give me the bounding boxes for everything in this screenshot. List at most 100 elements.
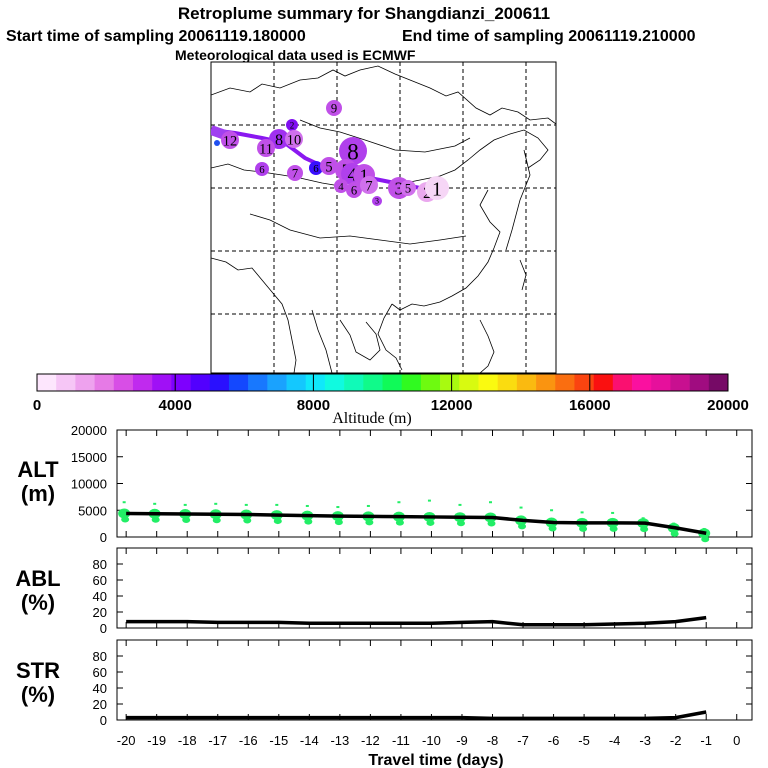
y-axis-label: ALT xyxy=(17,457,59,482)
particle-top xyxy=(305,504,309,507)
colorbar-cell xyxy=(228,374,249,391)
particle-top xyxy=(366,504,370,507)
map-cluster-marker xyxy=(221,131,239,149)
particle-cluster xyxy=(609,525,618,532)
figure-title: Retroplume summary for Shangdianzi_20061… xyxy=(178,4,550,23)
x-tick-label: -19 xyxy=(147,733,166,748)
colorbar-tick-label: 20000 xyxy=(707,397,749,414)
x-tick-label: -15 xyxy=(269,733,288,748)
y-axis-unit: (m) xyxy=(21,481,55,506)
colorbar-cell xyxy=(132,374,153,391)
y-tick-label: 80 xyxy=(93,649,107,664)
colorbar-tick-label: 12000 xyxy=(431,397,473,414)
time-series-panels: 05000100001500020000ALT(m)020406080ABL(%… xyxy=(15,423,753,768)
particle-cluster xyxy=(182,516,191,523)
y-tick-label: 80 xyxy=(93,557,107,572)
particle-cluster xyxy=(701,536,710,543)
map-cluster-label: 12 xyxy=(223,133,237,149)
colorbar-cell xyxy=(708,374,729,391)
series-line-abl xyxy=(126,615,707,627)
particle-cluster xyxy=(243,517,252,524)
particle-cluster xyxy=(334,519,343,526)
x-tick-label: -5 xyxy=(578,733,590,748)
series-line-alt xyxy=(126,511,707,535)
colorbar-cell xyxy=(497,374,518,391)
colorbar-cell xyxy=(401,374,422,391)
panel-frame xyxy=(116,639,753,721)
map-cluster-label: 2 xyxy=(290,120,295,130)
panel-frame xyxy=(116,429,753,538)
particle-top xyxy=(519,506,523,509)
particle-top xyxy=(397,501,401,504)
map-content: 9212811108676554146735213 xyxy=(211,62,556,373)
y-axis-label: ABL xyxy=(15,566,60,591)
particle-cluster xyxy=(121,516,130,523)
colorbar-cell xyxy=(612,374,633,391)
colorbar-cell xyxy=(363,374,383,391)
colorbar-tick-label: 0 xyxy=(33,397,41,414)
particle-cluster xyxy=(304,518,313,525)
map-cluster-marker xyxy=(257,139,275,157)
x-tick-label: -4 xyxy=(609,733,621,748)
colorbar-cell xyxy=(632,374,652,391)
y-tick-label: 60 xyxy=(93,665,107,680)
trajectory-map: 9212811108676554146735213 xyxy=(210,61,557,374)
particle-cluster xyxy=(487,520,496,527)
colorbar-cell xyxy=(651,374,671,391)
particle-top xyxy=(427,499,431,502)
particle-top xyxy=(458,503,462,506)
map-cluster-marker xyxy=(309,161,323,175)
particle-top xyxy=(336,506,340,509)
colorbar-cell xyxy=(459,374,479,391)
map-cluster-marker xyxy=(339,137,367,165)
map-cluster-marker xyxy=(255,162,269,176)
colorbar-cell xyxy=(420,374,441,391)
colorbar-label: Altitude (m) xyxy=(332,410,412,427)
x-tick-label: -16 xyxy=(239,733,258,748)
particle-top xyxy=(183,503,187,506)
colorbar-cell xyxy=(190,374,211,391)
map-cluster-label: 9 xyxy=(331,102,337,116)
map-graticule xyxy=(211,62,556,373)
particle-cluster xyxy=(548,525,557,532)
x-tick-label: -9 xyxy=(456,733,468,748)
y-tick-label: 40 xyxy=(93,681,107,696)
series-line-str xyxy=(126,710,707,721)
particle-top xyxy=(489,501,493,504)
particle-top xyxy=(672,522,676,525)
x-tick-label: -13 xyxy=(330,733,349,748)
colorbar-cell xyxy=(478,374,498,391)
colorbar-cell xyxy=(344,374,364,391)
colorbar-cell xyxy=(305,374,326,391)
particle-top xyxy=(702,527,706,530)
map-cluster-label: 11 xyxy=(259,141,273,157)
x-tick-label: -7 xyxy=(517,733,529,748)
map-cluster-marker xyxy=(425,176,449,200)
colorbar-cell xyxy=(516,374,537,391)
x-tick-label: -17 xyxy=(208,733,227,748)
particle-top xyxy=(550,509,554,512)
y-tick-label: 20000 xyxy=(71,423,107,438)
particle-top xyxy=(641,517,645,520)
colorbar-cell xyxy=(536,374,556,391)
colorbar-cell xyxy=(56,374,76,391)
particle-top xyxy=(275,503,279,506)
x-tick-label: -11 xyxy=(392,733,410,748)
y-tick-label: 20 xyxy=(93,697,107,712)
map-cluster-label: 5 xyxy=(325,159,332,175)
panel-alt: 0 5000 10000 15000 20000 ALT(m) xyxy=(17,423,753,545)
map-cluster-label: 6 xyxy=(351,184,357,198)
particle-cluster xyxy=(640,526,649,533)
colorbar-cell xyxy=(209,374,230,391)
map-cluster-label: 6 xyxy=(259,164,265,176)
y-axis-unit: (%) xyxy=(21,590,55,615)
y-tick-label: 10000 xyxy=(71,477,107,492)
y-tick-label: 40 xyxy=(93,589,107,604)
map-cluster-label: 1 xyxy=(360,166,369,186)
colorbar-cells xyxy=(37,374,729,391)
panel-frame xyxy=(116,547,753,629)
particle-top xyxy=(122,501,126,504)
particle-top xyxy=(611,511,615,514)
particle-top xyxy=(244,503,248,506)
